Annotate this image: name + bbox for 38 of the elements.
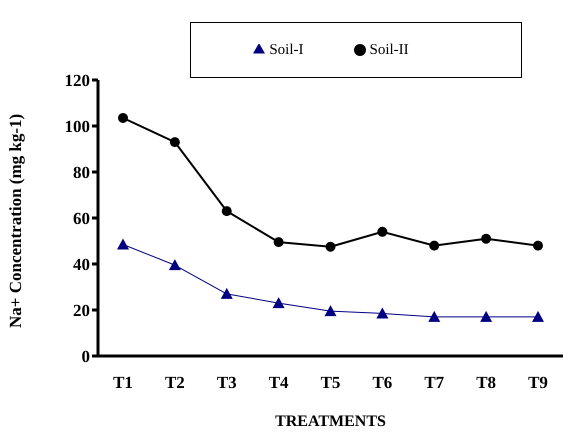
x-tick-label: T6	[372, 373, 392, 392]
point	[272, 297, 285, 308]
x-tick-label: T4	[268, 373, 290, 392]
point	[481, 234, 492, 244]
point	[428, 310, 440, 322]
y-tick-label: 60	[73, 209, 90, 228]
point	[533, 240, 543, 251]
y-tick-label: 40	[73, 255, 90, 274]
point	[220, 288, 233, 299]
x-tick-label: T1	[113, 373, 133, 392]
x-tick-label: T3	[216, 373, 237, 392]
y-tick-label: 0	[82, 347, 90, 366]
y-tick-label: 100	[64, 117, 90, 136]
y-tick-label: 20	[73, 301, 90, 320]
x-tick-label: T5	[320, 373, 340, 392]
x-tick-label: T7	[424, 373, 445, 392]
point	[168, 259, 181, 270]
legend-label: Soil-I	[269, 42, 304, 58]
x-tick-label: T8	[476, 373, 496, 392]
x-tick-label: T2	[164, 373, 185, 392]
point	[274, 237, 284, 248]
x-tick-label: T9	[528, 373, 548, 392]
y-tick-label: 120	[64, 71, 90, 90]
y-axis-title: Na+ Concentration (mg kg-1)	[6, 114, 26, 328]
point	[326, 242, 336, 252]
point	[117, 238, 129, 250]
point	[376, 307, 388, 318]
point	[118, 112, 128, 123]
point	[532, 310, 544, 322]
point	[480, 310, 492, 322]
point	[170, 137, 180, 148]
legend-label: Soil-II	[370, 42, 409, 58]
y-tick-label: 80	[73, 163, 90, 182]
point	[222, 206, 232, 216]
point	[324, 305, 336, 316]
x-axis-title: TREATMENTS	[275, 413, 386, 430]
point	[429, 240, 440, 251]
point	[377, 226, 388, 237]
